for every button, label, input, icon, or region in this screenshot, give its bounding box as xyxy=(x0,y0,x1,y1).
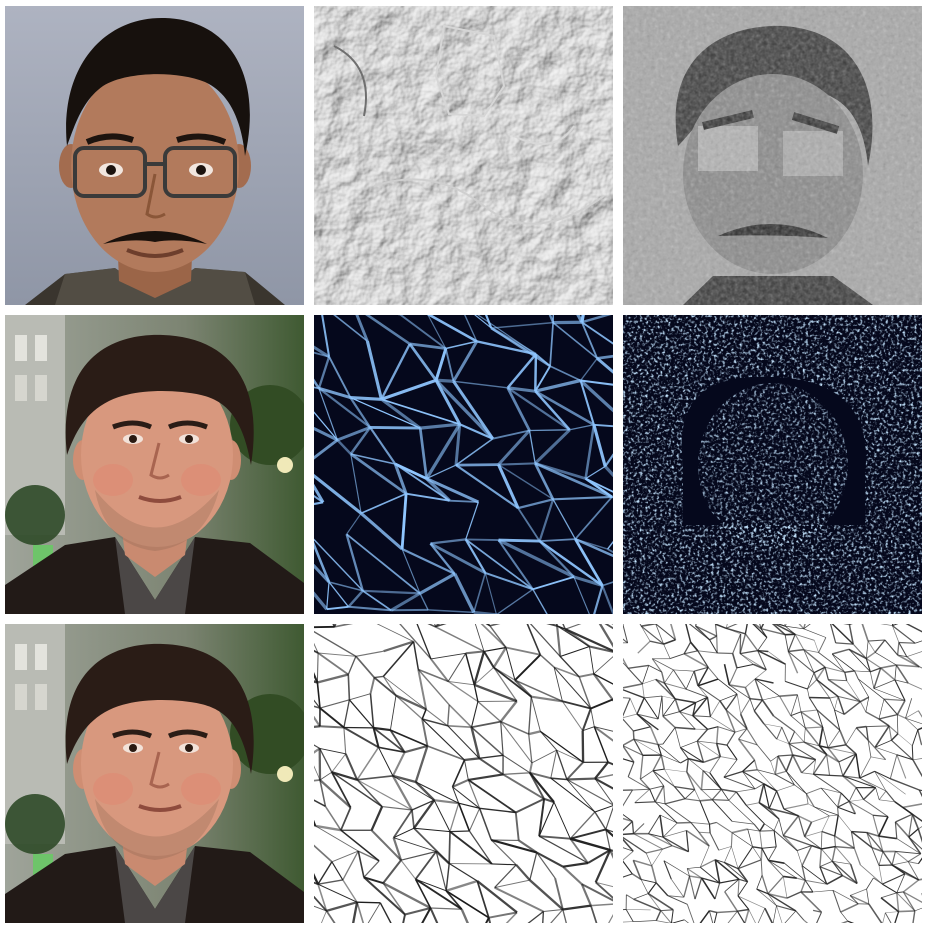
portrait-glasses-man xyxy=(5,6,304,305)
stylized-result-ink-cells xyxy=(623,624,922,923)
stylized-result-gray-rock xyxy=(623,6,922,305)
portrait-young-man xyxy=(5,315,304,614)
stylized-result-neon-cells xyxy=(623,315,922,614)
style-texture-ink-cells xyxy=(314,624,613,923)
style-texture-neon-cells xyxy=(314,315,613,614)
portrait-young-man-repeat xyxy=(5,624,304,923)
style-texture-gray-rock xyxy=(314,6,613,305)
